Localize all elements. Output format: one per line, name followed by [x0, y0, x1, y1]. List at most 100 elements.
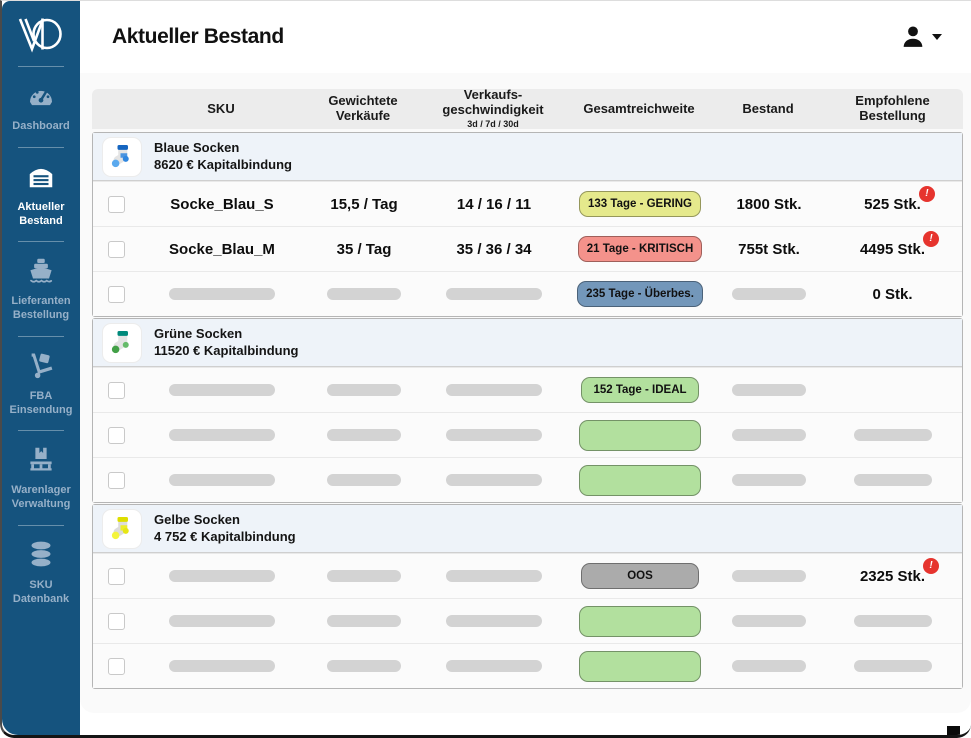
- placeholder-pill: [732, 429, 806, 441]
- reach-status-badge: 133 Tage - GERING: [579, 191, 701, 217]
- column-header-sku: SKU: [207, 100, 235, 116]
- alert-badge: !: [923, 230, 940, 247]
- group-section-gelbe-socken: Gelbe Socken 4 752 € Kapitalbindung OOS …: [92, 504, 963, 689]
- row-checkbox[interactable]: [107, 195, 125, 213]
- table-row: Socke_Blau_S 15,5 / Tag 14 / 16 / 11 133…: [93, 181, 962, 226]
- top-bar: Aktueller Bestand: [80, 1, 971, 73]
- group-section-gruene-socken: Grüne Socken 11520 € Kapitalbindung 152 …: [92, 318, 963, 503]
- table-row: [93, 643, 962, 688]
- placeholder-pill: [169, 384, 275, 396]
- placeholder-pill: [327, 570, 401, 582]
- row-checkbox[interactable]: [107, 240, 125, 258]
- placeholder-pill: [732, 384, 806, 396]
- sidebar-divider: [18, 241, 64, 243]
- sidebar-item-dashboard[interactable]: Dashboard: [2, 74, 80, 140]
- row-checkbox[interactable]: [107, 612, 125, 630]
- window-corner-mark: [947, 726, 960, 735]
- velocity-cell: 35 / 36 / 34: [456, 240, 532, 258]
- column-header-verkaufsgeschwindigkeit: Verkaufs-geschwindigkeit 3d / 7d / 30d: [442, 87, 544, 130]
- row-checkbox[interactable]: [107, 657, 125, 675]
- placeholder-pill: [446, 288, 542, 300]
- reco-cell: 2325 Stk.!: [860, 557, 940, 585]
- velocity-sub-label: 3d / 7d / 30d: [467, 119, 519, 130]
- weighted-cell: 15,5 / Tag: [330, 195, 398, 213]
- table-row: [93, 457, 962, 502]
- table-row: [93, 412, 962, 457]
- reach-status-badge: [579, 464, 701, 496]
- sidebar-item-lieferanten-bestellung[interactable]: Lieferanten Bestellung: [2, 249, 80, 329]
- sidebar-item-label: FBA Einsendung: [9, 389, 73, 416]
- placeholder-pill: [327, 429, 401, 441]
- sidebar-divider: [18, 430, 64, 432]
- sidebar-item-aktueller-bestand[interactable]: Aktueller Bestand: [2, 155, 80, 235]
- group-name: Gelbe Socken: [154, 511, 240, 527]
- group-capital: 4 752 € Kapitalbindung: [154, 528, 296, 544]
- reach-status-badge: 21 Tage - KRITISCH: [577, 236, 703, 262]
- table-row: OOS 2325 Stk.!: [93, 553, 962, 598]
- main-area: Aktueller Bestand SKU Gewichtete Verkäuf…: [80, 1, 971, 735]
- table-row: 235 Tage - Überbes. 0 Stk.: [93, 271, 962, 316]
- weighted-cell: 35 / Tag: [336, 240, 392, 258]
- handtruck-icon: [26, 350, 56, 385]
- placeholder-pill: [853, 429, 932, 441]
- placeholder-pill: [732, 288, 806, 300]
- row-checkbox[interactable]: [107, 381, 125, 399]
- placeholder-pill: [853, 474, 932, 486]
- table-header-row: SKU Gewichtete Verkäufe Verkaufs-geschwi…: [92, 87, 963, 130]
- group-header[interactable]: Gelbe Socken 4 752 € Kapitalbindung: [93, 505, 962, 553]
- group-capital: 8620 € Kapitalbindung: [154, 156, 292, 172]
- chevron-down-icon: [931, 33, 943, 41]
- sidebar-divider: [18, 524, 64, 526]
- placeholder-pill: [327, 288, 401, 300]
- pallet-icon: [26, 444, 56, 479]
- row-checkbox[interactable]: [107, 567, 125, 585]
- placeholder-pill: [169, 660, 275, 672]
- sidebar-item-label: Dashboard: [12, 120, 70, 132]
- column-header-bestand: Bestand: [742, 100, 794, 116]
- placeholder-pill: [446, 384, 542, 396]
- group-header[interactable]: Blaue Socken 8620 € Kapitalbindung: [93, 133, 962, 181]
- placeholder-pill: [327, 660, 401, 672]
- row-checkbox[interactable]: [107, 285, 125, 303]
- velocity-cell: 14 / 16 / 11: [456, 195, 532, 213]
- column-header-gewichtete-verkaeufe: Gewichtete Verkäufe: [328, 93, 398, 123]
- reach-status-badge: [579, 650, 701, 682]
- placeholder-pill: [327, 474, 401, 486]
- placeholder-pill: [732, 660, 806, 672]
- reco-cell: 0 Stk.: [872, 285, 913, 303]
- sidebar-divider: [18, 146, 64, 148]
- reach-status-badge: [579, 419, 701, 451]
- row-checkbox[interactable]: [107, 471, 125, 489]
- placeholder-pill: [327, 615, 401, 627]
- row-checkbox[interactable]: [107, 426, 125, 444]
- user-menu-button[interactable]: [899, 23, 943, 51]
- sidebar-item-label: Lieferanten Bestellung: [11, 295, 71, 321]
- group-section-blaue-socken: Blaue Socken 8620 € Kapitalbindung Socke…: [92, 132, 963, 317]
- reco-cell: 4495 Stk.!: [860, 230, 940, 258]
- group-header[interactable]: Grüne Socken 11520 € Kapitalbindung: [93, 319, 962, 367]
- reach-status-badge: 152 Tage - IDEAL: [581, 377, 699, 403]
- group-name: Blaue Socken: [154, 139, 240, 155]
- sidebar-item-sku-datenbank[interactable]: SKU Datenbank: [2, 533, 80, 613]
- placeholder-pill: [853, 615, 932, 627]
- sidebar-divider: [18, 335, 64, 337]
- sidebar-item-warenlager-verwaltung[interactable]: Warenlager Verwaltung: [2, 438, 80, 518]
- placeholder-pill: [169, 288, 275, 300]
- table-row: Socke_Blau_M 35 / Tag 35 / 36 / 34 21 Ta…: [93, 226, 962, 271]
- placeholder-pill: [169, 429, 275, 441]
- reach-status-badge: [579, 605, 701, 637]
- sku-cell: Socke_Blau_M: [169, 240, 275, 258]
- table-row: [93, 598, 962, 643]
- reach-status-badge: 235 Tage - Überbes.: [577, 281, 703, 307]
- group-name: Grüne Socken: [154, 325, 243, 341]
- sidebar: Dashboard Aktueller Bestand Lieferanten …: [2, 1, 80, 735]
- table-row: 152 Tage - IDEAL: [93, 367, 962, 412]
- placeholder-pill: [446, 474, 542, 486]
- sidebar-item-fba-einsendung[interactable]: FBA Einsendung: [2, 344, 80, 424]
- page-title: Aktueller Bestand: [112, 25, 284, 48]
- user-icon: [899, 23, 927, 51]
- sidebar-item-label: Warenlager Verwaltung: [11, 484, 71, 510]
- blue-sock-icon: [102, 136, 142, 177]
- placeholder-pill: [327, 384, 401, 396]
- sidebar-divider: [18, 66, 64, 67]
